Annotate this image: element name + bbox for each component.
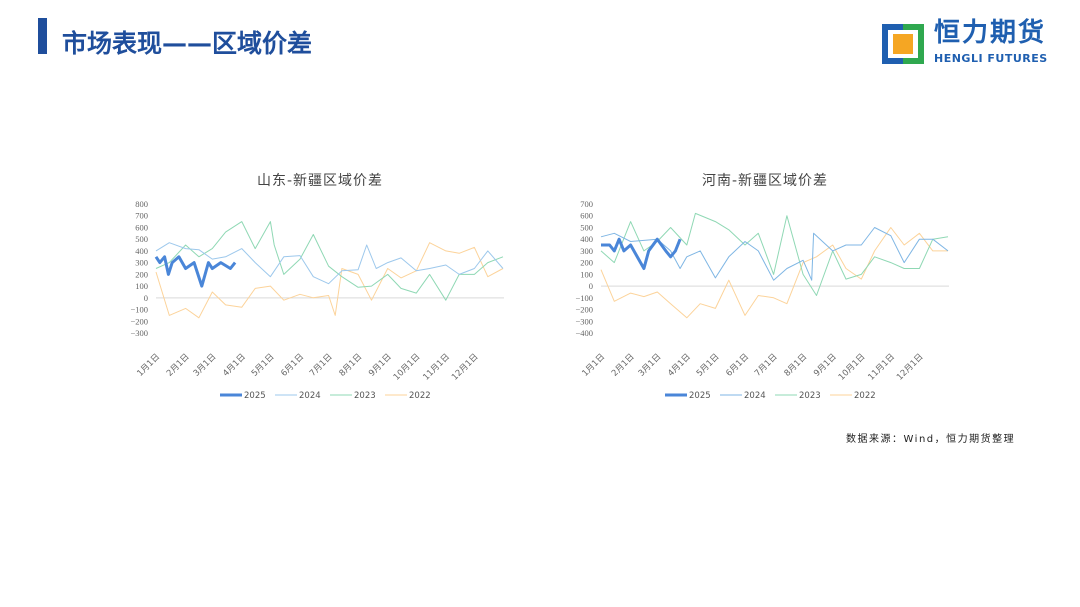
x-tick-label: 5月1日	[695, 352, 722, 379]
legend-label: 2024	[299, 391, 321, 401]
y-tick-label: 600	[580, 211, 593, 221]
x-tick-label: 6月1日	[279, 352, 306, 379]
y-tick-label: −100	[575, 293, 593, 303]
x-tick-label: 1月1日	[135, 352, 162, 379]
legend-label: 2025	[689, 391, 711, 401]
chart-title: 河南-新疆区域价差	[702, 173, 828, 189]
y-tick-label: 200	[135, 269, 148, 279]
series-line-2025	[154, 255, 237, 288]
x-tick-label: 8月1日	[782, 352, 809, 379]
logo-text-en: HENGLI FUTURES	[934, 52, 1048, 65]
y-tick-label: 0	[144, 293, 148, 303]
y-tick-label: 400	[580, 234, 593, 244]
legend-label: 2023	[799, 391, 821, 401]
y-tick-label: 700	[580, 199, 593, 209]
chart-henan-xinjiang: 河南-新疆区域价差7006005004003002001000−100−200−…	[575, 173, 949, 401]
y-tick-label: 800	[135, 199, 148, 209]
title-accent-bar	[38, 18, 47, 54]
y-tick-label: 100	[580, 269, 593, 279]
data-source-note: 数据来源：Wind，恒力期货整理	[846, 434, 1016, 445]
x-tick-label: 3月1日	[637, 352, 664, 379]
y-tick-label: 0	[589, 281, 593, 291]
y-tick-label: −400	[575, 328, 593, 338]
x-tick-label: 7月1日	[753, 352, 780, 379]
x-tick-label: 7月1日	[308, 352, 335, 379]
series-line-2022	[600, 227, 948, 319]
y-tick-label: −300	[130, 328, 148, 338]
y-tick-label: 200	[580, 258, 593, 268]
y-tick-label: −200	[575, 305, 593, 315]
x-tick-label: 9月1日	[812, 352, 839, 379]
y-tick-label: −200	[130, 316, 148, 326]
logo-text-cn: 恒力期货	[934, 18, 1047, 48]
series-line-2022	[155, 242, 504, 319]
x-tick-label: 2月1日	[165, 352, 192, 379]
hengli-logo-icon	[882, 24, 924, 64]
y-tick-label: 300	[135, 258, 148, 268]
series-line-2023	[155, 221, 504, 301]
y-tick-label: −100	[130, 305, 148, 315]
page-title: 市场表现——区域价差	[62, 29, 313, 58]
legend-label: 2022	[409, 391, 431, 401]
x-tick-label: 10月1日	[837, 352, 868, 383]
y-tick-label: 600	[135, 222, 148, 232]
x-tick-label: 12月1日	[450, 352, 481, 383]
legend-label: 2025	[244, 391, 266, 401]
x-tick-label: 12月1日	[895, 352, 926, 383]
x-tick-label: 8月1日	[337, 352, 364, 379]
y-tick-label: −300	[575, 316, 593, 326]
chart-title: 山东-新疆区域价差	[257, 173, 383, 189]
series-line-2023	[600, 212, 949, 296]
x-tick-label: 11月1日	[866, 352, 897, 383]
y-tick-label: 400	[135, 246, 148, 256]
series-line-2025	[601, 237, 682, 270]
x-tick-label: 11月1日	[421, 352, 452, 383]
y-tick-label: 700	[135, 211, 148, 221]
x-tick-label: 2月1日	[610, 352, 637, 379]
x-tick-label: 9月1日	[367, 352, 394, 379]
y-tick-label: 100	[135, 281, 148, 291]
legend-label: 2024	[744, 391, 766, 401]
x-tick-label: 6月1日	[724, 352, 751, 379]
x-tick-label: 3月1日	[192, 352, 219, 379]
x-tick-label: 10月1日	[392, 352, 423, 383]
x-tick-label: 4月1日	[666, 352, 693, 379]
series-line-2024	[155, 242, 504, 285]
x-tick-label: 1月1日	[580, 352, 607, 379]
legend-label: 2023	[354, 391, 376, 401]
y-tick-label: 500	[580, 222, 593, 232]
y-tick-label: 300	[580, 246, 593, 256]
x-tick-label: 4月1日	[221, 352, 248, 379]
y-tick-label: 500	[135, 234, 148, 244]
x-tick-label: 5月1日	[250, 352, 277, 379]
legend-label: 2022	[854, 391, 876, 401]
chart-shandong-xinjiang: 山东-新疆区域价差8007006005004003002001000−100−2…	[130, 173, 504, 401]
